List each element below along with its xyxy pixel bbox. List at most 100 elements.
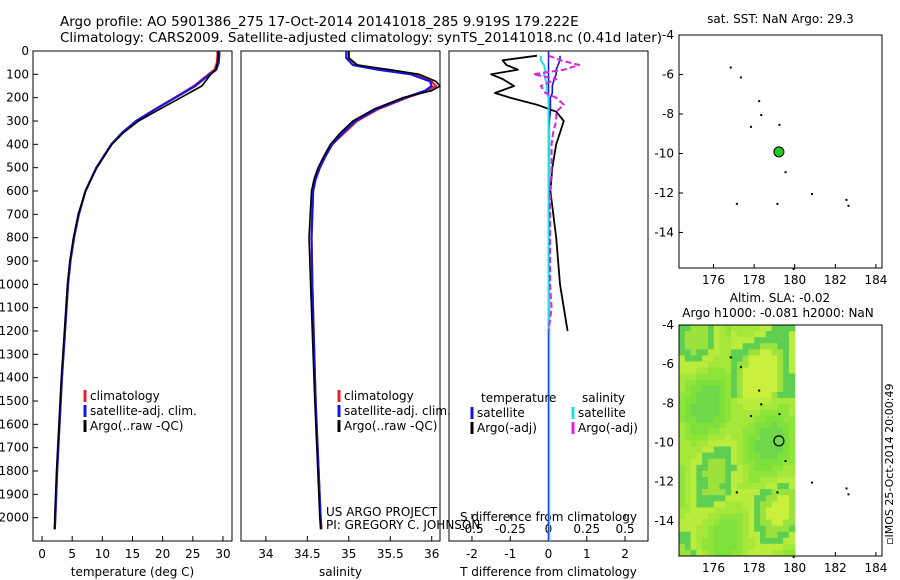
sla-map-cell <box>725 416 732 423</box>
sla-map-cell <box>783 549 790 557</box>
sla-map-cell <box>713 507 720 514</box>
sla-map-cell <box>684 355 692 362</box>
depth-ytick-label: 0 <box>21 44 29 58</box>
sla-map-cell <box>679 379 686 387</box>
sla-map-cell <box>742 549 749 557</box>
sla-map-cell <box>702 325 709 332</box>
sla-map-cell <box>771 495 778 502</box>
sla-map-cell <box>771 343 778 350</box>
sla-map-cell <box>725 391 732 399</box>
sla-map-cell <box>777 489 784 496</box>
sla-map-cell <box>684 331 692 338</box>
sst-map-island <box>739 76 742 79</box>
sla-map-cell <box>690 452 697 460</box>
sla-map-cell <box>754 483 761 490</box>
sla-map-cell <box>702 331 709 338</box>
sla-map-cell <box>788 337 796 344</box>
depth-ytick-label: 200 <box>6 91 29 105</box>
sla-map-cell <box>684 385 692 393</box>
sst-map-xtick-label: 182 <box>824 273 847 287</box>
sla-map-cell <box>690 385 697 393</box>
sla-map-cell <box>771 367 778 375</box>
sla-map-cell <box>679 446 686 454</box>
sla-map-cell <box>771 416 778 423</box>
sla-map-cell <box>719 325 726 332</box>
sla-map-cell <box>765 507 773 514</box>
sla-map-cell <box>748 531 755 539</box>
sla-map-cell <box>788 525 796 533</box>
sla-map-cell <box>702 495 709 502</box>
sla-map-cell <box>719 343 726 350</box>
sla-map-cell <box>684 452 692 460</box>
depth-ytick-label: 1600 <box>0 417 29 431</box>
difference-legend-label: Argo(-adj) <box>477 421 537 435</box>
sla-map-island <box>784 460 787 463</box>
sla-map-cell <box>765 355 773 362</box>
sla-map-cell <box>713 495 720 502</box>
sla-map-cell <box>736 495 744 502</box>
sla-map-cell <box>719 404 726 411</box>
sla-map-cell <box>707 476 715 484</box>
sla-map-cell <box>742 531 749 539</box>
sla-map-cell <box>783 470 790 478</box>
sst-map-island <box>845 198 848 201</box>
sla-map-cell <box>783 495 790 502</box>
sla-map-cell <box>725 476 732 484</box>
sla-map-cell <box>696 537 703 545</box>
sla-map-island <box>760 403 763 406</box>
sla-map-cell <box>783 489 790 496</box>
sla-map-cell <box>713 379 720 387</box>
sla-map-cell <box>788 452 796 460</box>
sla-map-ytick-label: -6 <box>662 357 674 371</box>
sla-map-cell <box>783 440 790 448</box>
sla-map-cell <box>759 404 767 411</box>
sla-map-cell <box>788 507 796 514</box>
sla-map-cell <box>690 513 697 521</box>
sla-map-cell <box>713 361 720 369</box>
temperature-xtick-label: 5 <box>68 547 76 561</box>
sla-map-cell <box>707 373 715 381</box>
sla-map-cell <box>748 361 755 369</box>
tdiff-xtick-label: 1 <box>583 547 591 561</box>
sla-map-cell <box>731 458 738 466</box>
sla-map-cell <box>719 476 726 484</box>
sla-map-cell <box>788 434 796 441</box>
sdiff-xtick-label: -0.25 <box>495 522 526 536</box>
sla-map-cell <box>702 361 709 369</box>
sla-map-cell <box>771 410 778 417</box>
sla-map-cell <box>719 525 726 533</box>
credit-pi: PI: GREGORY C. JOHNSON <box>326 518 481 532</box>
salinity-legend-label: climatology <box>344 389 414 403</box>
sla-map-cell <box>679 525 686 533</box>
sla-map-cell <box>759 361 767 369</box>
sla-map-cell <box>690 361 697 369</box>
sla-map-cell <box>719 483 726 490</box>
sla-map-cell <box>783 361 790 369</box>
sla-map-cell <box>713 476 720 484</box>
sla-map-cell <box>788 440 796 448</box>
sla-map-cell <box>742 343 749 350</box>
sla-map-cell <box>702 476 709 484</box>
sla-map-cell <box>713 325 720 332</box>
sla-map-cell <box>702 416 709 423</box>
depth-ytick-label: 600 <box>6 184 29 198</box>
sla-map-cell <box>742 361 749 369</box>
sla-map-cell <box>731 513 738 521</box>
sla-map-cell <box>736 379 744 387</box>
sla-map-cell <box>696 416 703 423</box>
sst-map-island <box>750 125 753 128</box>
sla-map-cell <box>759 331 767 338</box>
sla-map-cell <box>690 391 697 399</box>
sla-map-cell <box>684 525 692 533</box>
sst-map-argo-marker <box>773 146 785 158</box>
sla-map-cell <box>707 489 715 496</box>
sla-map-cell <box>707 507 715 514</box>
sla-map-cell <box>696 410 703 417</box>
sla-map-cell <box>690 434 697 441</box>
sla-map-cell <box>696 452 703 460</box>
sla-map-cell <box>731 410 738 417</box>
sla-map-cell <box>725 397 732 405</box>
sla-map-cell <box>707 513 715 521</box>
difference-legend-label: Argo(-adj) <box>578 421 638 435</box>
sla-map-cell <box>719 464 726 472</box>
